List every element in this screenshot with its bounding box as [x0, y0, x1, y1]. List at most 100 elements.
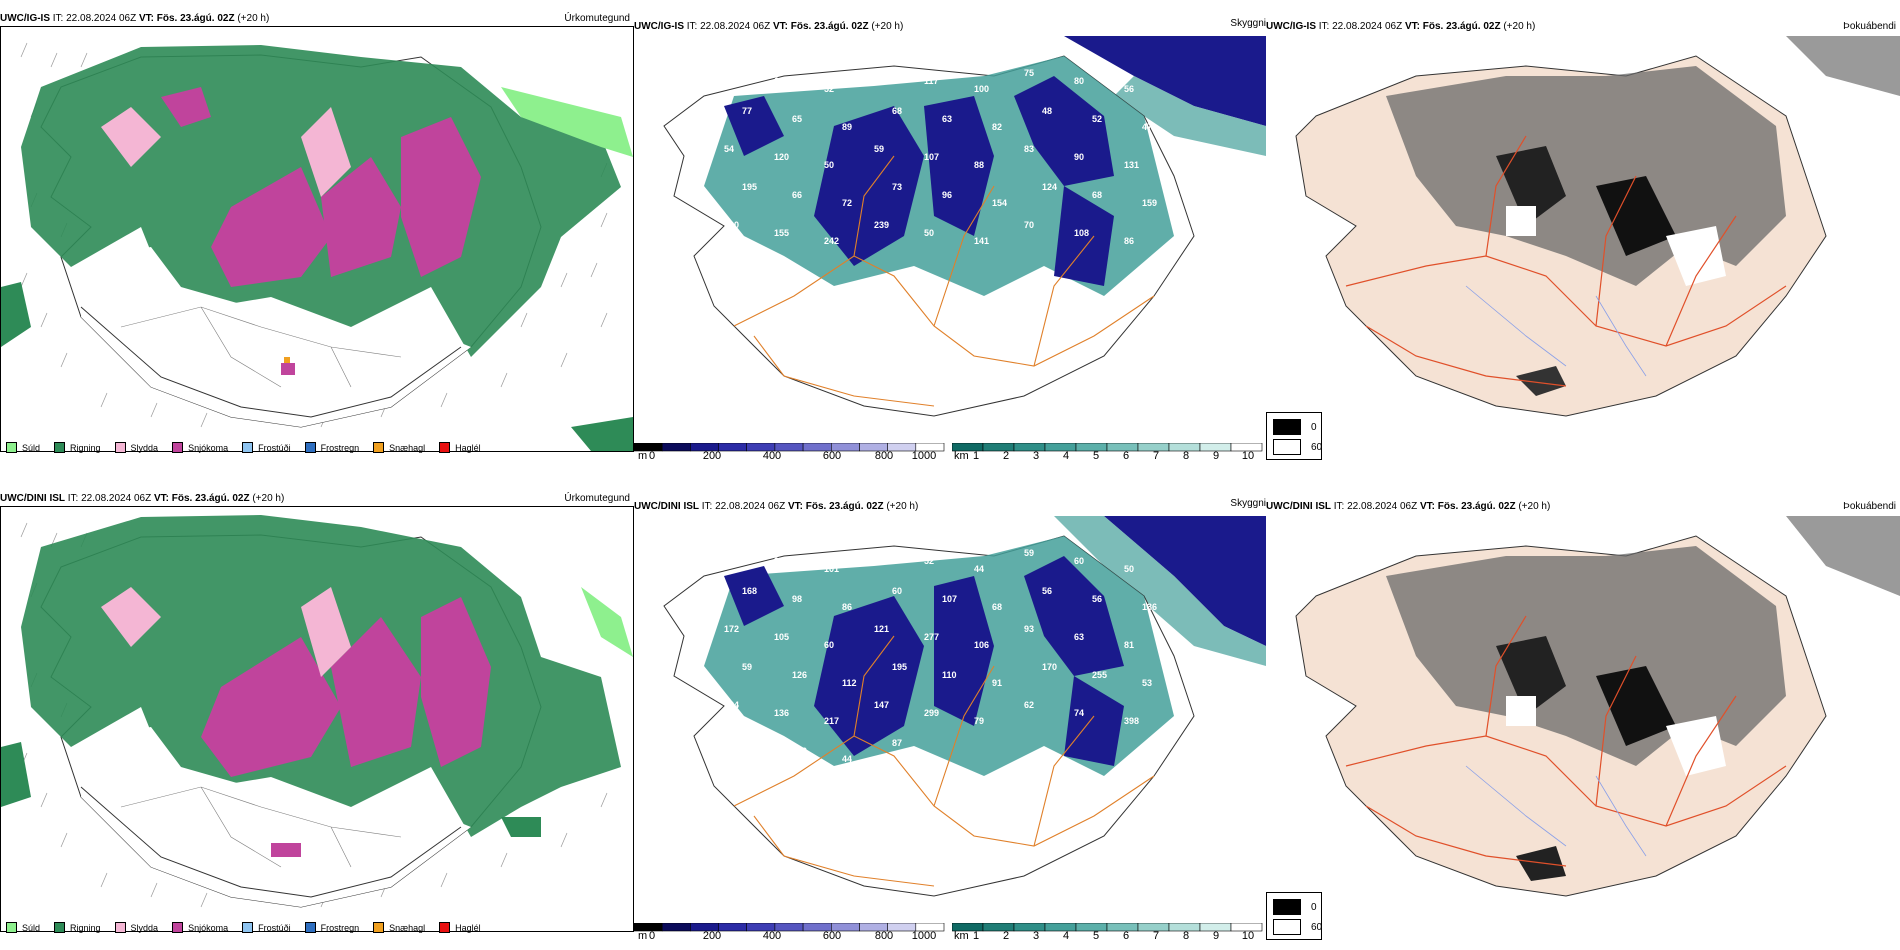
visibility-value-label: 242: [824, 236, 839, 246]
precip-panel-row1: UWC/DINI ISL IT: 22.08.2024 06Z VT: Fös.…: [0, 492, 634, 944]
ceiling-colorbar: m 0 200 400 600 800 1000: [633, 440, 946, 462]
legend-swatch: [242, 922, 254, 933]
visibility-value-label: 86: [842, 602, 852, 612]
colorbar-bin: [1075, 442, 1108, 452]
visibility-value-label: 108: [1074, 228, 1089, 238]
legend-swatch: [114, 922, 126, 933]
visibility-value-label: 56: [1124, 84, 1134, 94]
visibility-value-label: 88: [974, 160, 984, 170]
visibility-value-label: 86: [1124, 236, 1134, 246]
fog-title: Þokuábendi: [1843, 501, 1896, 512]
legend-item: Súld: [6, 922, 40, 933]
visibility-value-label: 107: [924, 152, 939, 162]
visibility-value-label: 81: [1124, 640, 1134, 650]
ceiling-unit-label: m: [638, 450, 648, 462]
precip-title: Úrkomutegund: [564, 493, 630, 504]
visibility-value-label: 59: [874, 144, 884, 154]
visibility-value-label: 164: [724, 700, 739, 710]
lead-time: (+20 h): [237, 13, 270, 24]
visibility-panel-row1: UWC/DINI ISL IT: 22.08.2024 06Z VT: Fös.…: [633, 492, 1266, 944]
colorbar-bin: [661, 442, 691, 452]
legend-swatch: [304, 442, 316, 453]
colorbar-bin: [982, 922, 1015, 932]
visibility-header: UWC/DINI ISL IT: 22.08.2024 06Z VT: Fös.…: [634, 501, 919, 512]
visibility-value-label: 66: [792, 190, 802, 200]
visibility-value-label: 44: [842, 754, 852, 764]
visibility-value-label: 60: [1074, 556, 1084, 566]
precip-panel-row0: UWC/IG-IS IT: 22.08.2024 06Z VT: Fös. 23…: [0, 12, 634, 464]
legend-item: Frostregn: [304, 922, 359, 933]
visibility-value-labels: 194 97 101 94 52 44 59 60 50 168 98 86 60 107 68 56 56 13…: [724, 548, 1157, 764]
colorbar-bin: [1230, 922, 1263, 932]
visibility-value-label: 277: [924, 632, 939, 642]
precip-legend: Súld Rigning Slydda Snjókoma Frostúði Fr…: [6, 442, 481, 453]
fog-legend-swatch: [1273, 419, 1301, 435]
visibility-value-label: 61: [774, 76, 784, 86]
precip-header: UWC/IG-IS IT: 22.08.2024 06Z VT: Fös. 23…: [0, 13, 270, 24]
visibility-value-label: 70: [1024, 220, 1034, 230]
visibility-value-label: 60: [892, 586, 902, 596]
colorbar-bin: [1230, 442, 1263, 452]
legend-swatch: [54, 922, 66, 933]
visibility-value-label: 159: [1142, 198, 1157, 208]
visibility-value-label: 91: [992, 678, 1002, 688]
fog-map: [1266, 516, 1900, 916]
colorbar-bin: [982, 442, 1015, 452]
legend-swatch: [114, 442, 126, 453]
model-name: UWC/IG-IS: [0, 13, 50, 24]
model-name: UWC/DINI ISL: [0, 493, 65, 504]
visibility-value-label: 68: [992, 602, 1002, 612]
fog-panel-row1: UWC/DINI ISL IT: 22.08.2024 06Z VT: Fös.…: [1266, 492, 1900, 944]
visibility-value-label: 50: [824, 160, 834, 170]
legend-swatch: [54, 442, 66, 453]
visibility-value-label: 96: [942, 190, 952, 200]
legend-item: Snjókoma: [172, 442, 228, 453]
legend-item: Snæhagl: [373, 922, 425, 933]
visibility-value-label: 172: [724, 624, 739, 634]
visibility-value-label: 398: [1124, 716, 1139, 726]
visibility-title: Skyggni: [1230, 498, 1266, 509]
visibility-value-label: 82: [992, 122, 1002, 132]
visibility-value-label: 126: [792, 670, 807, 680]
visibility-value-label: 50: [924, 228, 934, 238]
visibility-colorbar: km 1 2 3 4 5 6 7 8 9 10: [951, 440, 1264, 462]
visibility-value-label: 73: [892, 182, 902, 192]
visibility-value-label: 65: [792, 114, 802, 124]
colorbar-bin: [1013, 922, 1046, 932]
visibility-value-label: 80: [1074, 76, 1084, 86]
legend-swatch: [439, 922, 451, 933]
legend-swatch: [6, 442, 17, 453]
visibility-value-label: 90: [1074, 152, 1084, 162]
legend-item: Slydda: [114, 922, 158, 933]
fog-legend-swatch: [1273, 899, 1301, 915]
precip-map: [0, 506, 634, 932]
fog-header: UWC/DINI ISL IT: 22.08.2024 06Z VT: Fös.…: [1266, 501, 1551, 512]
visibility-value-label: 60: [824, 640, 834, 650]
fog-map: [1266, 36, 1900, 436]
visibility-value-label: 75: [1024, 68, 1034, 78]
legend-item: Súld: [6, 442, 40, 453]
visibility-value-label: 194: [724, 548, 739, 558]
visibility-value-label: 97: [774, 556, 784, 566]
visibility-value-label: 299: [924, 708, 939, 718]
visibility-value-label: 155: [774, 228, 789, 238]
visibility-value-label: 120: [774, 152, 789, 162]
visibility-value-label: 147: [874, 700, 889, 710]
legend-item: Slydda: [114, 442, 158, 453]
visibility-value-label: 168: [742, 586, 757, 596]
colorbar-bin: [915, 922, 945, 932]
visibility-value-label: 56: [1092, 594, 1102, 604]
visibility-value-label: 50: [1124, 564, 1134, 574]
visibility-value-label: 110: [942, 670, 957, 680]
visibility-value-label: 121: [874, 624, 889, 634]
visibility-value-label: 87: [892, 738, 902, 748]
visibility-value-label: 117: [924, 76, 939, 86]
visibility-colorbar-svg: [951, 442, 1263, 452]
precip-header: UWC/DINI ISL IT: 22.08.2024 06Z VT: Fös.…: [0, 493, 285, 504]
legend-swatch: [373, 922, 385, 933]
visibility-value-label: 220: [874, 68, 889, 78]
legend-item: Rigning: [54, 442, 101, 453]
fog-legend-swatch: [1273, 439, 1301, 455]
colorbar-bin: [1013, 442, 1046, 452]
fog-title: Þokuábendi: [1843, 21, 1896, 32]
